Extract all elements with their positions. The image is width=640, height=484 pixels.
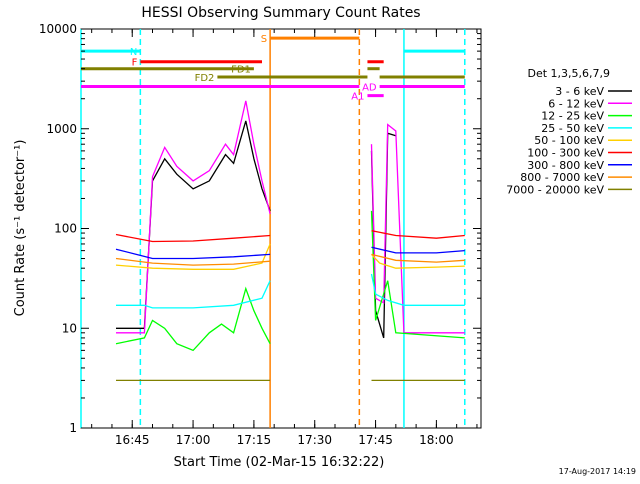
flag-label: AD <box>362 83 377 94</box>
legend-title: Det 1,3,5,6,7,9 <box>527 67 610 80</box>
y-tick-label: 10 <box>62 321 77 335</box>
y-tick-label: 1 <box>69 421 77 435</box>
y-tick-label: 100 <box>54 222 77 236</box>
series-line-2 <box>116 100 465 334</box>
x-tick-label: 17:30 <box>297 433 332 447</box>
chart-title: HESSI Observing Summary Count Rates <box>141 5 420 21</box>
legend-label: 50 - 100 keV <box>534 134 604 147</box>
series-lines <box>115 100 465 382</box>
y-axis-label: Count Rate (s⁻¹ detector⁻¹) <box>13 140 28 317</box>
series-line-5 <box>115 243 465 270</box>
x-tick-label: 18:00 <box>419 433 454 447</box>
legend-label: 12 - 25 keV <box>541 110 604 123</box>
legend-label: 6 - 12 keV <box>548 97 604 110</box>
vertical-markers <box>80 29 466 428</box>
series-line-3 <box>115 210 465 352</box>
series-line-8 <box>115 253 465 266</box>
x-tick-label: 17:00 <box>176 433 211 447</box>
flag-label: S <box>261 34 267 45</box>
series-line-7 <box>115 246 465 260</box>
x-tick-label: 16:45 <box>115 433 150 447</box>
flag-label: FD1 <box>231 65 251 76</box>
flag-label: A1 <box>351 92 364 103</box>
legend-label: 7000 - 20000 keV <box>506 183 604 196</box>
x-tick-label: 17:15 <box>237 433 272 447</box>
legend-label: 3 - 6 keV <box>555 85 604 98</box>
legend-label: 100 - 300 keV <box>527 147 604 160</box>
y-tick-label: 10000 <box>39 22 77 36</box>
axes: 16:45 17:00 17:15 17:30 17:45 18:00 1 10 100 1000… <box>39 22 481 447</box>
legend-label: 800 - 7000 keV <box>520 171 604 184</box>
legend-label: 25 - 50 keV <box>541 122 604 135</box>
series-line-4 <box>116 273 465 309</box>
y-tick-label: 1000 <box>46 122 77 136</box>
footer-timestamp: 17-Aug-2017 14:19 <box>559 467 636 476</box>
flag-label: N <box>130 47 137 58</box>
flag-label: F <box>132 58 138 69</box>
x-axis-label: Start Time (02-Mar-15 16:32:22) <box>174 455 385 470</box>
flag-label: FD2 <box>195 73 215 84</box>
x-tick-label: 17:45 <box>358 433 393 447</box>
legend-label: 300 - 800 keV <box>527 159 604 172</box>
plot-frame <box>80 28 482 429</box>
series-line-6 <box>115 230 465 243</box>
